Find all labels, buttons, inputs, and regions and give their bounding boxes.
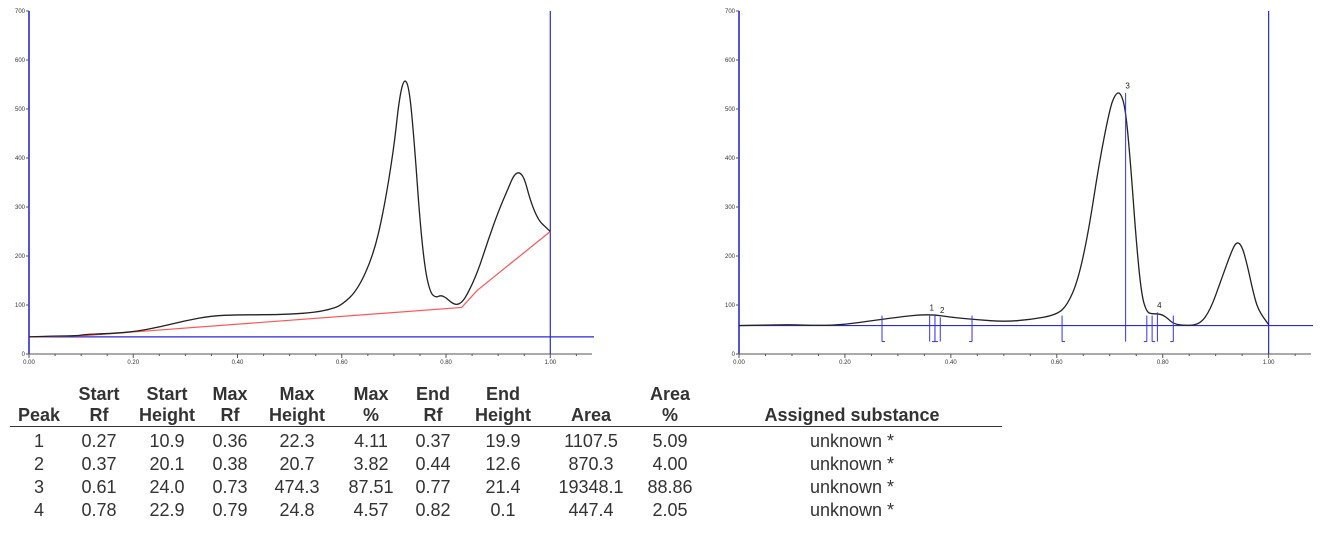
cell-assigned-substance: unknown * (809, 454, 895, 474)
peak-results-table: Peak Start Rf Start Height Max Rf Max Height… (10, 384, 1002, 522)
y-tick-label: 400 (15, 156, 26, 162)
cell-assigned-substance: unknown * (809, 477, 895, 497)
y-tick-label: 100 (15, 303, 26, 309)
header-area-percent: Area% (649, 384, 691, 425)
x-tick-label: 0.80 (1157, 360, 1169, 366)
densitogram-raw-plot: 0 100 200 300 400 500 600 700 0.00 0.20 0.40 0.60 0.… (15, 9, 594, 366)
cell-area: 447.4 (568, 500, 614, 520)
table-row: 4 0.78 22.9 0.79 24.8 4.57 0.82 0.1 447.… (10, 499, 1002, 522)
y-tick-label: 500 (725, 107, 736, 113)
cell-area-percent: 5.09 (652, 431, 688, 451)
header-end-rf: End Rf (416, 384, 450, 425)
cell-area: 870.3 (568, 454, 614, 474)
cell-end-rf: 0.82 (415, 500, 451, 520)
cell-start-height: 10.9 (149, 431, 185, 451)
cell-peak: 2 (33, 454, 44, 474)
x-tick-label: 0.20 (127, 360, 139, 366)
cell-max-rf: 0.36 (212, 431, 248, 451)
y-tick-label: 300 (725, 205, 736, 211)
cell-max-rf: 0.38 (212, 454, 248, 474)
table-header-row: Peak Start Rf Start Height Max Rf Max Height… (10, 384, 1002, 427)
y-tick-label: 300 (15, 205, 26, 211)
cell-start-rf: 0.78 (81, 500, 117, 520)
y-tick-label: 600 (725, 58, 736, 64)
cell-max-percent: 4.57 (353, 500, 389, 520)
cell-area-percent: 2.05 (652, 500, 688, 520)
cell-end-height: 21.4 (485, 477, 521, 497)
densitogram-curve (28, 80, 551, 338)
x-tick-label: 0.40 (945, 360, 957, 366)
cell-max-height: 20.7 (279, 454, 315, 474)
densitogram-integrated-plot: 0 100 200 300 400 500 600 700 0.00 0.20 0.40 0.60 0.… (725, 9, 1313, 366)
peak-label: 3 (1125, 81, 1130, 90)
x-tick-label: 0.20 (839, 360, 851, 366)
header-start-height: Start Height (139, 384, 195, 425)
header-peak: Peak (17, 405, 61, 425)
cell-max-percent: 3.82 (353, 454, 389, 474)
table-row: 1 0.27 10.9 0.36 22.3 4.11 0.37 19.9 110… (10, 427, 1002, 454)
cell-end-height: 0.1 (490, 500, 516, 520)
header-max-percent: Max% (353, 384, 389, 425)
y-tick-label: 0 (732, 352, 736, 358)
cell-max-rf: 0.79 (212, 500, 248, 520)
y-tick-label: 100 (725, 303, 736, 309)
cell-end-rf: 0.77 (415, 477, 451, 497)
header-end-height: End Height (475, 384, 531, 425)
peak-label: 2 (940, 306, 945, 315)
x-tick-label: 0.60 (1051, 360, 1063, 366)
cell-start-rf: 0.37 (81, 454, 117, 474)
table-row: 3 0.61 24.0 0.73 474.3 87.51 0.77 21.4 1… (10, 476, 1002, 499)
y-tick-label: 600 (15, 58, 26, 64)
cell-end-height: 12.6 (485, 454, 521, 474)
cell-area: 1107.5 (564, 431, 618, 451)
cell-area-percent: 4.00 (652, 454, 688, 474)
cell-area: 19348.1 (558, 477, 624, 497)
cell-start-rf: 0.27 (81, 431, 117, 451)
header-max-rf: Max Rf (212, 384, 248, 425)
peak-label: 4 (1157, 301, 1162, 310)
y-tick-label: 700 (725, 9, 736, 15)
cell-peak: 1 (33, 431, 44, 451)
cell-max-percent: 4.11 (354, 431, 388, 451)
cell-max-rf: 0.73 (212, 477, 248, 497)
table-row: 2 0.37 20.1 0.38 20.7 3.82 0.44 12.6 870… (10, 453, 1002, 476)
x-tick-label: 0.00 (733, 360, 745, 366)
x-tick-label: 1.00 (1263, 360, 1275, 366)
cell-peak: 3 (33, 477, 44, 497)
densitogram-curve (738, 92, 1270, 327)
cell-start-rf: 0.61 (81, 477, 117, 497)
cell-assigned-substance: unknown * (809, 431, 895, 451)
x-tick-label: 1.00 (544, 360, 556, 366)
cell-max-height: 22.3 (279, 431, 315, 451)
cell-peak: 4 (33, 500, 44, 520)
cell-max-height: 474.3 (274, 477, 320, 497)
y-tick-label: 500 (15, 107, 26, 113)
y-tick-label: 400 (725, 156, 736, 162)
cell-start-height: 24.0 (149, 477, 185, 497)
header-area: Area (570, 405, 612, 425)
x-tick-label: 0.00 (23, 360, 35, 366)
x-tick-label: 0.60 (336, 360, 348, 366)
cell-max-height: 24.8 (279, 500, 315, 520)
cell-area-percent: 88.86 (647, 477, 693, 497)
y-tick-label: 200 (725, 254, 736, 260)
peak-label: 1 (929, 303, 934, 312)
cell-max-percent: 87.51 (348, 477, 394, 497)
y-tick-label: 200 (15, 254, 26, 260)
header-start-rf: Start Rf (78, 384, 120, 425)
x-tick-label: 0.80 (440, 360, 452, 366)
cell-end-height: 19.9 (485, 431, 521, 451)
densitogram-raw-chart: 0 100 200 300 400 500 600 700 0.00 0.20 0.40 0.60 0.… (0, 0, 600, 372)
cell-end-rf: 0.37 (415, 431, 451, 451)
cell-end-rf: 0.44 (415, 454, 451, 474)
header-assigned-substance: Assigned substance (764, 405, 940, 425)
cell-start-height: 20.1 (149, 454, 185, 474)
x-tick-label: 0.40 (232, 360, 244, 366)
cell-assigned-substance: unknown * (809, 500, 895, 520)
header-max-height: Max Height (269, 384, 325, 425)
y-tick-label: 0 (22, 352, 26, 358)
densitogram-integrated-chart: 0 100 200 300 400 500 600 700 0.00 0.20 0.40 0.60 0.… (725, 0, 1322, 372)
y-tick-label: 700 (15, 9, 26, 15)
cell-start-height: 22.9 (149, 500, 185, 520)
